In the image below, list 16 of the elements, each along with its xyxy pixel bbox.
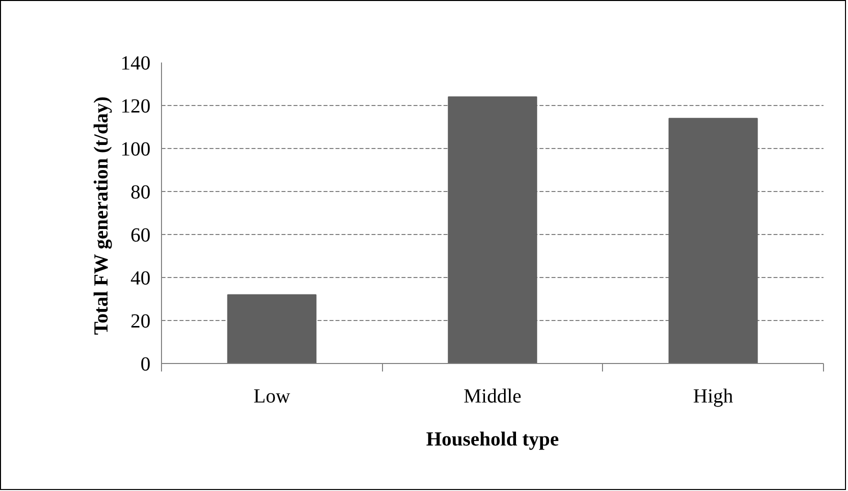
- x-tick-label: Middle: [464, 386, 522, 408]
- x-axis-title: Household type: [426, 428, 560, 450]
- y-axis-title: Total FW generation (t/day): [90, 96, 112, 335]
- bar: [227, 294, 316, 364]
- bar: [668, 118, 758, 364]
- y-tick-label: 100: [120, 138, 150, 160]
- y-tick-label: 80: [130, 182, 150, 204]
- bar: [448, 96, 538, 364]
- y-tick-label: 0: [140, 354, 150, 376]
- y-tick-label: 120: [120, 96, 150, 118]
- y-tick-label: 20: [130, 310, 150, 332]
- x-tick-label: High: [693, 386, 734, 408]
- y-tick-label: 140: [120, 52, 150, 74]
- y-tick-label: 60: [130, 224, 150, 246]
- x-tick-label: Low: [254, 386, 291, 408]
- y-tick-label: 40: [130, 268, 150, 290]
